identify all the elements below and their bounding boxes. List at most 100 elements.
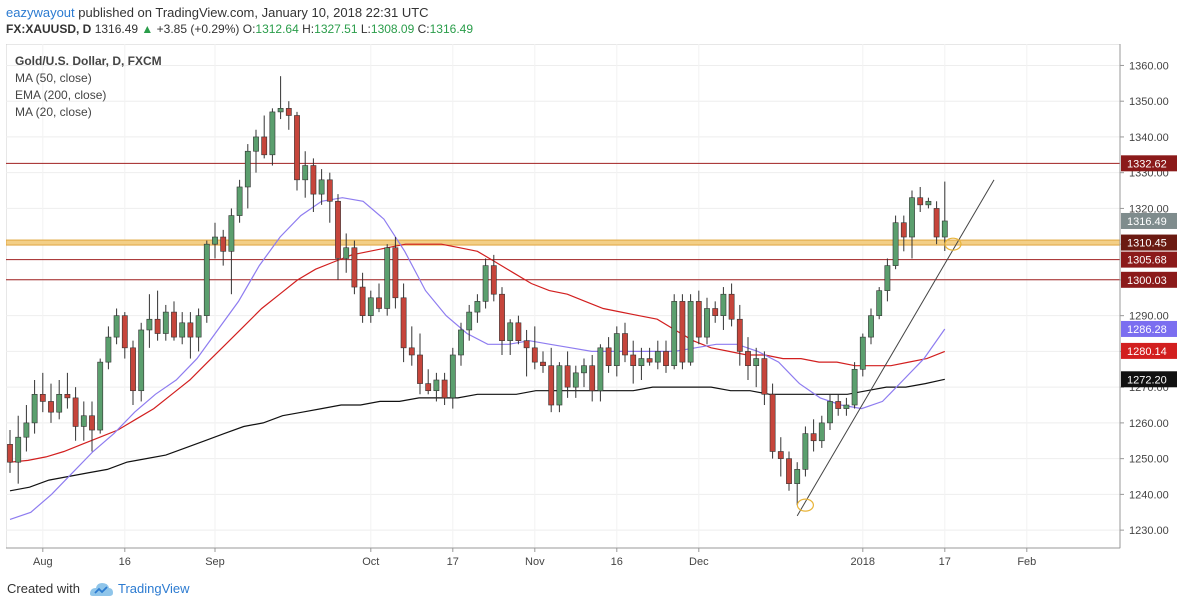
candle[interactable]: [359, 286, 366, 316]
candle[interactable]: [203, 243, 210, 316]
highlight-circle[interactable]: [796, 498, 815, 512]
candle[interactable]: [917, 197, 924, 206]
candle[interactable]: [97, 361, 104, 431]
candle[interactable]: [425, 383, 432, 392]
candle[interactable]: [171, 311, 177, 338]
candle[interactable]: [499, 293, 505, 341]
candle[interactable]: [56, 393, 63, 413]
candle[interactable]: [195, 315, 202, 338]
candle[interactable]: [261, 136, 268, 156]
candle[interactable]: [285, 108, 292, 116]
trendline[interactable]: [796, 179, 995, 517]
candle[interactable]: [64, 393, 71, 399]
candle[interactable]: [376, 297, 382, 309]
candle[interactable]: [564, 365, 571, 388]
candle[interactable]: [663, 351, 669, 367]
support-band[interactable]: [5, 239, 1121, 246]
candle[interactable]: [7, 444, 13, 463]
candle[interactable]: [310, 165, 317, 195]
candle[interactable]: [818, 422, 825, 442]
candle[interactable]: [294, 115, 300, 181]
candle[interactable]: [704, 308, 710, 338]
candle[interactable]: [679, 301, 686, 363]
candle[interactable]: [671, 301, 678, 367]
legend-ma50[interactable]: MA (50, close): [15, 71, 92, 85]
candle[interactable]: [810, 433, 817, 442]
candle[interactable]: [794, 469, 801, 484]
ma50-line[interactable]: [9, 243, 946, 463]
candle[interactable]: [482, 265, 489, 302]
candle[interactable]: [728, 293, 735, 320]
candle[interactable]: [343, 247, 350, 259]
candle[interactable]: [441, 379, 448, 399]
candle[interactable]: [187, 322, 194, 338]
candle[interactable]: [777, 451, 784, 459]
candle[interactable]: [417, 354, 423, 384]
candle[interactable]: [802, 433, 809, 470]
ma20-line[interactable]: [9, 197, 946, 520]
tradingview-link[interactable]: TradingView: [118, 581, 190, 596]
candle[interactable]: [121, 315, 128, 349]
candle[interactable]: [638, 358, 645, 367]
candle[interactable]: [925, 200, 932, 206]
candle[interactable]: [220, 236, 227, 252]
candle[interactable]: [15, 436, 22, 463]
candle[interactable]: [745, 351, 751, 367]
candle[interactable]: [597, 347, 604, 392]
candle[interactable]: [859, 336, 866, 370]
author-link[interactable]: eazywayout: [6, 5, 75, 20]
candle[interactable]: [474, 301, 481, 313]
candle[interactable]: [162, 311, 169, 334]
candle[interactable]: [687, 301, 694, 363]
legend-ma20[interactable]: MA (20, close): [15, 105, 92, 119]
candle[interactable]: [548, 365, 555, 406]
candle[interactable]: [843, 404, 850, 409]
candle[interactable]: [695, 301, 702, 338]
candle[interactable]: [572, 372, 579, 388]
candle[interactable]: [613, 333, 620, 367]
candle[interactable]: [351, 247, 358, 288]
candle[interactable]: [408, 347, 415, 356]
candle[interactable]: [876, 290, 883, 316]
candle[interactable]: [884, 265, 891, 291]
candle[interactable]: [736, 318, 743, 352]
candle[interactable]: [720, 293, 727, 316]
candle[interactable]: [540, 361, 546, 367]
candle[interactable]: [654, 351, 661, 363]
candle[interactable]: [490, 265, 497, 295]
tradingview-logo-icon[interactable]: [88, 580, 114, 603]
candle[interactable]: [941, 220, 948, 238]
candle[interactable]: [523, 340, 530, 349]
candle[interactable]: [605, 347, 612, 367]
candle[interactable]: [507, 322, 514, 341]
candle[interactable]: [868, 315, 874, 338]
candle[interactable]: [400, 297, 407, 349]
candle[interactable]: [253, 136, 259, 152]
candle[interactable]: [105, 336, 112, 363]
candle[interactable]: [277, 108, 284, 113]
candle[interactable]: [384, 247, 391, 309]
candle[interactable]: [130, 347, 136, 392]
candle[interactable]: [630, 354, 637, 367]
candle[interactable]: [933, 208, 940, 238]
legend-ema200[interactable]: EMA (200, close): [15, 88, 107, 102]
candle[interactable]: [179, 322, 186, 338]
candle[interactable]: [712, 308, 719, 316]
candle[interactable]: [900, 222, 907, 238]
candle[interactable]: [212, 236, 218, 245]
candle[interactable]: [646, 358, 653, 363]
candle[interactable]: [466, 311, 473, 331]
candle[interactable]: [392, 247, 399, 299]
candle[interactable]: [228, 215, 235, 252]
candle[interactable]: [236, 186, 243, 216]
candle[interactable]: [39, 393, 46, 402]
candle[interactable]: [458, 329, 464, 356]
candle[interactable]: [433, 379, 440, 392]
candle[interactable]: [835, 401, 842, 409]
candle[interactable]: [367, 297, 374, 316]
candle[interactable]: [531, 347, 538, 363]
candle[interactable]: [302, 165, 309, 181]
candle[interactable]: [48, 401, 54, 413]
candle[interactable]: [786, 458, 792, 484]
ema200-line[interactable]: [9, 378, 945, 492]
